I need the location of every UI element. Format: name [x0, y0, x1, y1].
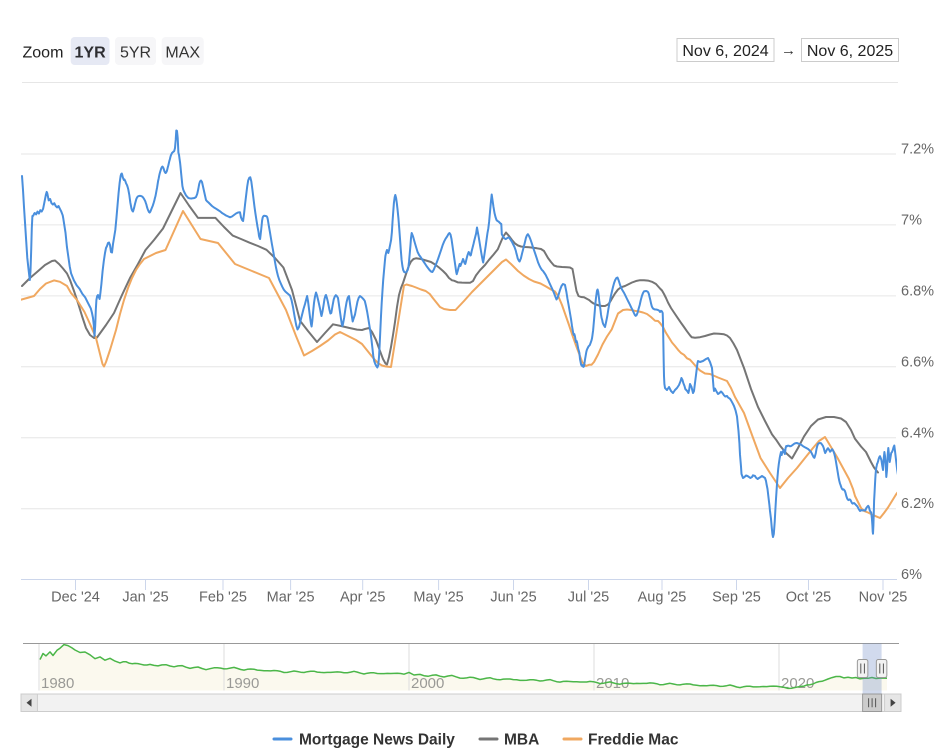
svg-text:1990: 1990 [226, 675, 259, 692]
svg-text:Jun '25: Jun '25 [490, 590, 536, 606]
svg-text:Nov 6, 2024: Nov 6, 2024 [682, 43, 768, 60]
svg-text:Nov '25: Nov '25 [859, 590, 908, 606]
svg-text:MBA: MBA [504, 732, 539, 749]
svg-text:Mortgage News Daily: Mortgage News Daily [299, 732, 455, 749]
svg-text:Dec '24: Dec '24 [51, 590, 100, 606]
svg-text:Aug '25: Aug '25 [638, 590, 687, 606]
svg-text:→: → [781, 42, 796, 59]
svg-text:Mar '25: Mar '25 [267, 590, 315, 606]
svg-text:7.2%: 7.2% [901, 142, 934, 158]
svg-text:6%: 6% [901, 567, 922, 583]
svg-text:6.8%: 6.8% [901, 283, 934, 299]
svg-text:MAX: MAX [165, 45, 200, 62]
svg-text:1980: 1980 [41, 675, 74, 692]
svg-text:Jul '25: Jul '25 [568, 590, 609, 606]
svg-text:Zoom: Zoom [23, 45, 64, 62]
svg-text:2010: 2010 [596, 675, 629, 692]
svg-text:Freddie Mac: Freddie Mac [588, 732, 679, 749]
svg-text:6.4%: 6.4% [901, 425, 934, 441]
svg-text:Apr '25: Apr '25 [340, 590, 386, 606]
svg-text:Oct '25: Oct '25 [786, 590, 831, 606]
svg-text:5YR: 5YR [120, 45, 151, 62]
svg-text:2000: 2000 [411, 675, 444, 692]
svg-text:May '25: May '25 [413, 590, 463, 606]
svg-text:6.6%: 6.6% [901, 354, 934, 370]
svg-text:Feb '25: Feb '25 [199, 590, 247, 606]
svg-text:Jan '25: Jan '25 [122, 590, 168, 606]
svg-text:Nov 6, 2025: Nov 6, 2025 [807, 43, 893, 60]
svg-text:7%: 7% [901, 212, 922, 228]
svg-text:1YR: 1YR [75, 45, 107, 62]
svg-text:Sep '25: Sep '25 [712, 590, 761, 606]
svg-text:6.2%: 6.2% [901, 496, 934, 512]
svg-text:2020: 2020 [781, 675, 814, 692]
